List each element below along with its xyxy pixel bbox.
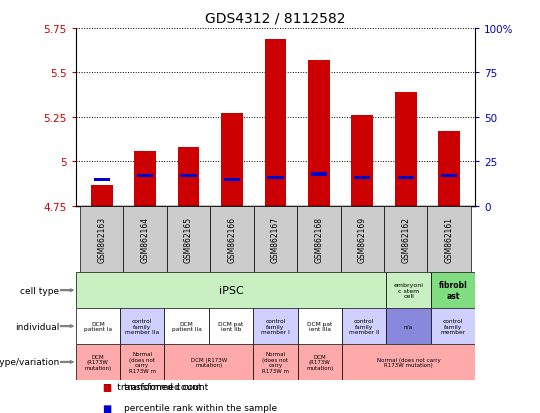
Bar (76, 309, 120, 344)
Bar (180, 175, 197, 178)
Text: ■  transformed count: ■ transformed count (103, 382, 201, 391)
Bar (297, 206, 341, 273)
Text: DCM
patient Ia: DCM patient Ia (84, 321, 112, 332)
Text: DCM
(R173W
mutation): DCM (R173W mutation) (84, 354, 111, 370)
Bar (308, 61, 330, 206)
Bar (221, 114, 243, 206)
Text: embryoni
c stem
cell: embryoni c stem cell (394, 282, 423, 299)
Text: DCM pat
ient IIIa: DCM pat ient IIIa (307, 321, 333, 332)
Bar (210, 206, 254, 273)
Bar (298, 344, 342, 380)
Text: control
family
member: control family member (441, 318, 465, 335)
Bar (137, 175, 153, 178)
Bar (253, 309, 298, 344)
Bar (352, 116, 373, 206)
Bar (253, 344, 298, 380)
Bar (397, 176, 414, 180)
Text: percentile rank within the sample: percentile rank within the sample (124, 403, 278, 412)
Text: GSM862165: GSM862165 (184, 216, 193, 263)
Bar (395, 93, 416, 206)
Bar (76, 273, 387, 309)
Text: GSM862164: GSM862164 (140, 216, 150, 263)
Bar (441, 175, 457, 178)
Text: individual: individual (15, 322, 59, 331)
Bar (164, 309, 209, 344)
Text: ■: ■ (103, 403, 112, 413)
Bar (93, 178, 110, 181)
Text: transformed count: transformed count (124, 382, 208, 391)
Bar (265, 40, 286, 206)
Text: control
family
member II: control family member II (349, 318, 380, 335)
Bar (123, 206, 167, 273)
Text: DCM
patient IIa: DCM patient IIa (172, 321, 201, 332)
Bar (387, 309, 431, 344)
Bar (310, 173, 327, 176)
Text: GSM862163: GSM862163 (97, 216, 106, 263)
Text: genotype/variation: genotype/variation (0, 358, 59, 367)
Bar (134, 152, 156, 206)
Text: Normal
(does not
carry
R173W m: Normal (does not carry R173W m (262, 351, 289, 373)
Text: cell type: cell type (21, 286, 59, 295)
Bar (209, 309, 253, 344)
Text: GSM862168: GSM862168 (314, 216, 323, 263)
Bar (354, 176, 370, 180)
Bar (438, 132, 460, 206)
Bar (342, 309, 387, 344)
Title: GDS4312 / 8112582: GDS4312 / 8112582 (205, 11, 346, 25)
Bar (120, 309, 164, 344)
Text: control
family
member IIa: control family member IIa (125, 318, 159, 335)
Text: DCM (R173W
mutation): DCM (R173W mutation) (191, 357, 227, 368)
Text: DCM pat
ient IIb: DCM pat ient IIb (218, 321, 244, 332)
Bar (254, 206, 297, 273)
Bar (342, 344, 475, 380)
Bar (224, 178, 240, 181)
Text: ■: ■ (103, 382, 112, 392)
Bar (167, 206, 210, 273)
Text: GSM862162: GSM862162 (401, 216, 410, 263)
Bar (80, 206, 123, 273)
Text: GSM862161: GSM862161 (444, 216, 454, 263)
Text: GSM862166: GSM862166 (227, 216, 237, 263)
Bar (76, 344, 120, 380)
Text: Normal (does not carry
R173W mutation): Normal (does not carry R173W mutation) (377, 357, 441, 368)
Text: n/a: n/a (404, 324, 413, 329)
Text: fibrobl
ast: fibrobl ast (438, 281, 468, 300)
Text: iPSC: iPSC (219, 285, 244, 295)
Bar (91, 185, 112, 206)
Bar (428, 206, 471, 273)
Bar (267, 176, 284, 180)
Text: GSM862169: GSM862169 (358, 216, 367, 263)
Text: control
family
member I: control family member I (261, 318, 290, 335)
Bar (431, 309, 475, 344)
Bar (387, 273, 431, 309)
Text: DCM
(R173W
mutation): DCM (R173W mutation) (306, 354, 333, 370)
Bar (298, 309, 342, 344)
Bar (431, 273, 475, 309)
Bar (341, 206, 384, 273)
Text: Normal
(does not
carry
R173W m: Normal (does not carry R173W m (129, 351, 156, 373)
Bar (178, 148, 199, 206)
Bar (384, 206, 428, 273)
Bar (120, 344, 164, 380)
Text: GSM862167: GSM862167 (271, 216, 280, 263)
Bar (164, 344, 253, 380)
